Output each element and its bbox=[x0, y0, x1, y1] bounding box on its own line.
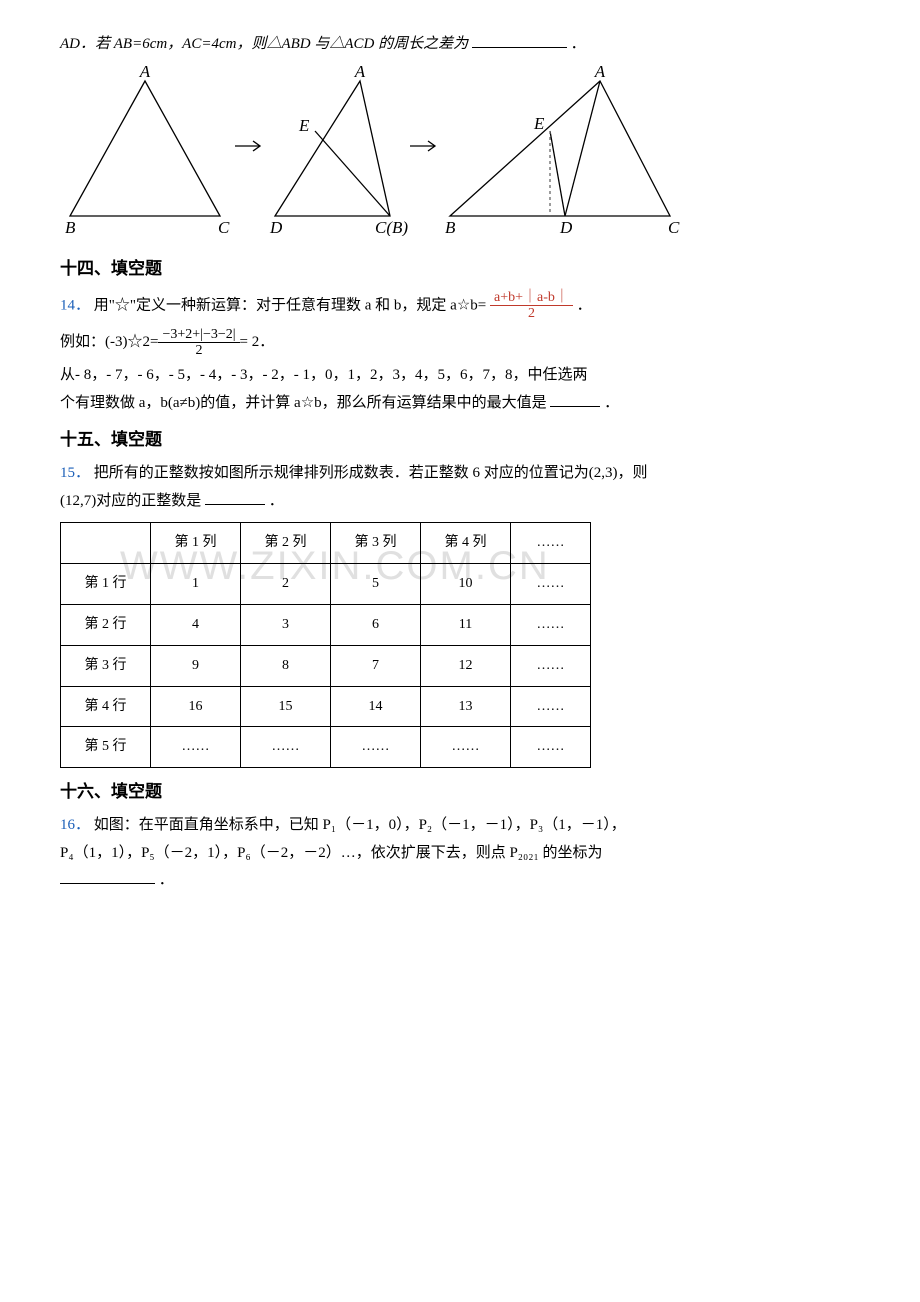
q16-line2: P₄（1，1），P₅（－2，1），P₆（－2，－2）…，依次扩展下去，则点 P₂… bbox=[60, 841, 860, 867]
svg-text:A: A bbox=[139, 66, 151, 81]
q16-suffix: ． bbox=[159, 872, 174, 888]
triangles-svg: A B C A E D C(B) A E bbox=[60, 66, 680, 236]
svg-text:B: B bbox=[65, 218, 76, 236]
section-16-heading: 十六、填空题 bbox=[60, 778, 860, 807]
table-cell: …… bbox=[511, 645, 591, 686]
q16-blank bbox=[60, 869, 155, 884]
table-cell: …… bbox=[511, 564, 591, 605]
svg-text:A: A bbox=[594, 66, 606, 81]
table-header-cell bbox=[61, 523, 151, 564]
table-row: 第 3 行98712…… bbox=[61, 645, 591, 686]
q15-text2: (12,7)对应的正整数是 bbox=[60, 493, 201, 509]
q15-number: 15． bbox=[60, 465, 90, 481]
q14-suffix: ． bbox=[604, 395, 619, 411]
q15-line2: (12,7)对应的正整数是 ． bbox=[60, 489, 860, 515]
table-cell: …… bbox=[511, 686, 591, 727]
table-cell: 16 bbox=[151, 686, 241, 727]
table-cell: 15 bbox=[241, 686, 331, 727]
table-cell: 5 bbox=[331, 564, 421, 605]
table-cell: 13 bbox=[421, 686, 511, 727]
table-cell: 第 4 行 bbox=[61, 686, 151, 727]
q14-frac2: −3+2+|−3−2| 2 bbox=[158, 327, 239, 359]
table-cell: 2 bbox=[241, 564, 331, 605]
q16-line1: 16． 如图：在平面直角坐标系中，已知 P₁（－1，0），P₂（－1，－1），P… bbox=[60, 813, 860, 839]
q14-example: 例如：(-3)☆2= −3+2+|−3−2| 2 = 2． bbox=[60, 327, 860, 359]
q14-frac1: a+b+｜a-b｜ 2 bbox=[490, 290, 573, 322]
q16-text1: 如图：在平面直角坐标系中，已知 P₁（－1，0），P₂（－1，－1），P₃（1，… bbox=[94, 817, 626, 833]
table-cell: 8 bbox=[241, 645, 331, 686]
q15-blank bbox=[205, 490, 265, 505]
table-cell: …… bbox=[421, 727, 511, 768]
table-row: 第 1 行12510…… bbox=[61, 564, 591, 605]
table-cell: 11 bbox=[421, 604, 511, 645]
q15-line1: 15． 把所有的正整数按如图所示规律排列形成数表．若正整数 6 对应的位置记为(… bbox=[60, 461, 860, 487]
q13-suffix: ． bbox=[571, 36, 586, 52]
q14-frac2-num: −3+2+|−3−2| bbox=[158, 327, 239, 343]
section-15-heading: 十五、填空题 bbox=[60, 426, 860, 455]
q13-diagram: A B C A E D C(B) A E bbox=[60, 66, 860, 246]
table-header-cell: …… bbox=[511, 523, 591, 564]
q14-line1: 14． 用"☆"定义一种新运算：对于任意有理数 a 和 b，规定 a☆b= a+… bbox=[60, 290, 860, 322]
table-row: 第 4 行16151413…… bbox=[61, 686, 591, 727]
q14-example-suffix: = 2． bbox=[240, 330, 275, 356]
table-row: 第 5 行………………………… bbox=[61, 727, 591, 768]
q15-table: 第 1 列第 2 列第 3 列第 4 列…… 第 1 行12510……第 2 行… bbox=[60, 522, 591, 768]
q13-line: AD．若 AB=6cm，AC=4cm，则△ABD 与△ACD 的周长之差为 ． bbox=[60, 32, 860, 58]
svg-text:A: A bbox=[354, 66, 366, 81]
svg-text:E: E bbox=[298, 116, 310, 135]
table-header-cell: 第 4 列 bbox=[421, 523, 511, 564]
q15-suffix: ． bbox=[269, 493, 284, 509]
table-cell: 第 5 行 bbox=[61, 727, 151, 768]
table-cell: 14 bbox=[331, 686, 421, 727]
table-cell: …… bbox=[241, 727, 331, 768]
table-cell: 3 bbox=[241, 604, 331, 645]
q14-blank bbox=[550, 392, 600, 407]
q14-number: 14． bbox=[60, 297, 90, 313]
q13-text: AD．若 AB=6cm，AC=4cm，则△ABD 与△ACD 的周长之差为 bbox=[60, 36, 468, 52]
table-cell: 9 bbox=[151, 645, 241, 686]
q13-blank bbox=[472, 33, 567, 48]
q14-frac1-den: 2 bbox=[490, 306, 573, 321]
svg-text:C(B): C(B) bbox=[375, 218, 408, 236]
table-cell: 6 bbox=[331, 604, 421, 645]
q14-tail: 个有理数做 a，b(a≠b)的值，并计算 a☆b，那么所有运算结果中的最大值是 bbox=[60, 395, 547, 411]
section-14-heading: 十四、填空题 bbox=[60, 255, 860, 284]
table-header-row: 第 1 列第 2 列第 3 列第 4 列…… bbox=[61, 523, 591, 564]
table-header-cell: 第 3 列 bbox=[331, 523, 421, 564]
table-row: 第 2 行43611…… bbox=[61, 604, 591, 645]
q14-frac2-den: 2 bbox=[158, 343, 239, 358]
svg-text:E: E bbox=[533, 114, 545, 133]
table-cell: 4 bbox=[151, 604, 241, 645]
table-cell: …… bbox=[511, 604, 591, 645]
table-cell: 10 bbox=[421, 564, 511, 605]
table-header-cell: 第 1 列 bbox=[151, 523, 241, 564]
q14-list: 从- 8，- 7，- 6，- 5，- 4，- 3，- 2，- 1，0，1，2，3… bbox=[60, 363, 860, 389]
q14-tail-line: 个有理数做 a，b(a≠b)的值，并计算 a☆b，那么所有运算结果中的最大值是 … bbox=[60, 391, 860, 417]
svg-text:B: B bbox=[445, 218, 456, 236]
q14-example-prefix: 例如：(-3)☆2= bbox=[60, 330, 158, 356]
table-cell: 第 3 行 bbox=[61, 645, 151, 686]
q16-line3: ． bbox=[60, 868, 860, 894]
q14-frac1-num: a+b+｜a-b｜ bbox=[490, 290, 573, 306]
q16-number: 16． bbox=[60, 817, 90, 833]
table-cell: …… bbox=[511, 727, 591, 768]
svg-text:D: D bbox=[559, 218, 573, 236]
table-cell: 第 2 行 bbox=[61, 604, 151, 645]
table-header-cell: 第 2 列 bbox=[241, 523, 331, 564]
table-cell: 12 bbox=[421, 645, 511, 686]
table-cell: 1 bbox=[151, 564, 241, 605]
q15-text1: 把所有的正整数按如图所示规律排列形成数表．若正整数 6 对应的位置记为(2,3)… bbox=[94, 465, 648, 481]
svg-text:C: C bbox=[218, 218, 230, 236]
table-cell: 7 bbox=[331, 645, 421, 686]
q14-suffix1: ． bbox=[577, 297, 592, 313]
svg-text:D: D bbox=[269, 218, 283, 236]
table-cell: 第 1 行 bbox=[61, 564, 151, 605]
table-cell: …… bbox=[151, 727, 241, 768]
svg-text:C: C bbox=[668, 218, 680, 236]
q14-text1: 用"☆"定义一种新运算：对于任意有理数 a 和 b，规定 a☆b= bbox=[94, 297, 486, 313]
table-cell: …… bbox=[331, 727, 421, 768]
